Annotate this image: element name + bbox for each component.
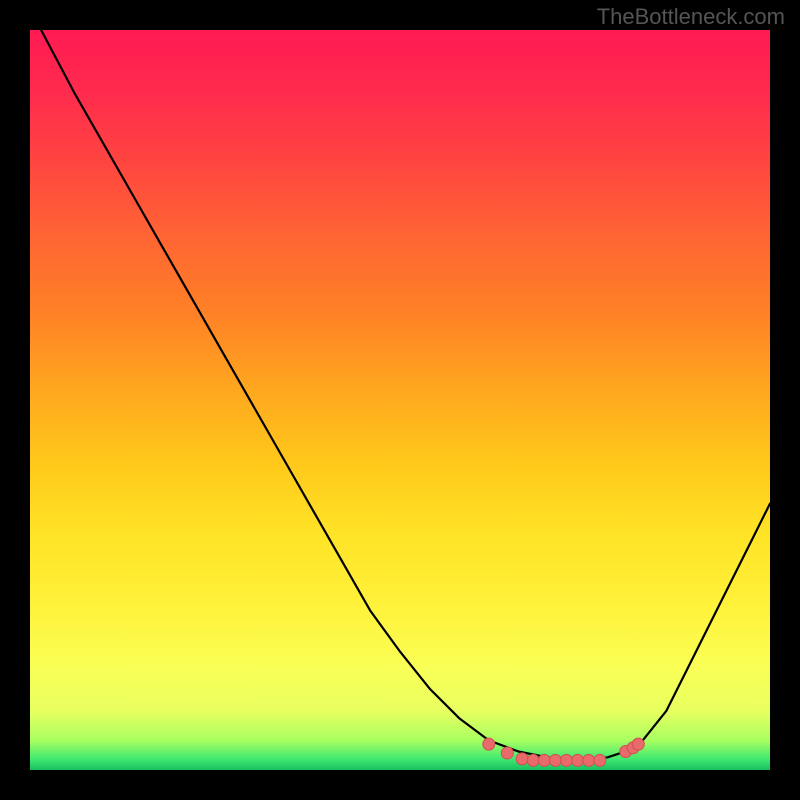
marker-point bbox=[483, 738, 495, 750]
marker-point bbox=[572, 754, 584, 766]
marker-group bbox=[483, 738, 644, 766]
marker-point bbox=[632, 738, 644, 750]
marker-point bbox=[549, 754, 561, 766]
chart-container: TheBottleneck.com bbox=[0, 0, 800, 800]
marker-point bbox=[594, 754, 606, 766]
marker-point bbox=[561, 754, 573, 766]
marker-point bbox=[527, 754, 539, 766]
watermark-text: TheBottleneck.com bbox=[597, 4, 785, 30]
plot-area bbox=[30, 30, 770, 770]
marker-point bbox=[583, 754, 595, 766]
bottleneck-curve bbox=[41, 30, 770, 759]
marker-point bbox=[501, 747, 513, 759]
curve-layer bbox=[30, 30, 770, 770]
marker-point bbox=[538, 754, 550, 766]
marker-point bbox=[516, 753, 528, 765]
